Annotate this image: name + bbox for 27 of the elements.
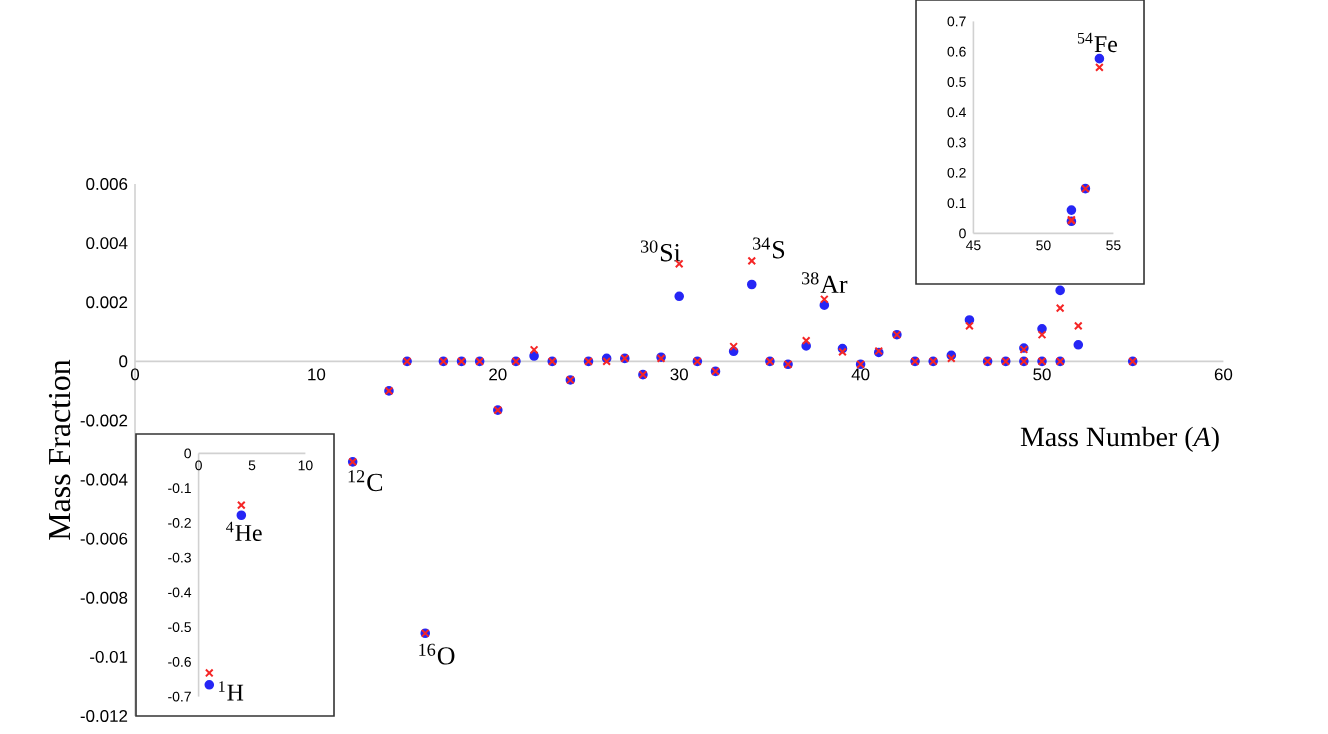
- x-tick-label: 40: [851, 368, 870, 381]
- annotation: $^{4}$He: [226, 521, 262, 542]
- annotation: $^{1}$H: [219, 681, 244, 701]
- y-tick-label: 0.006: [86, 178, 128, 190]
- annotation: $^{38}$Ar: [801, 272, 848, 293]
- x-tick-label: 10: [308, 368, 326, 381]
- annotation: $^{12}$C: [348, 470, 383, 492]
- y-tick-label: -0.012: [80, 710, 128, 722]
- x-tick-label: 60: [1214, 368, 1233, 381]
- y-tick-label: 0: [119, 355, 128, 368]
- y-tick-label: 0.002: [86, 296, 128, 309]
- y-tick-label: -0.008: [80, 591, 128, 604]
- annotation: $^{54}$Fe: [1077, 32, 1117, 53]
- y-tick-label: -0.002: [80, 414, 128, 427]
- x-tick-label: 20: [489, 368, 507, 381]
- annotation: $^{16}$O: [419, 643, 455, 665]
- y-tick-label: -0.004: [80, 473, 128, 486]
- y-tick-label: 0.004: [86, 237, 128, 250]
- y-tick-label: -0.006: [80, 532, 128, 545]
- x-tick-label: 30: [670, 368, 688, 381]
- x-axis-title: Mass Number (A): [1020, 426, 1219, 452]
- y-tick-label: -0.01: [90, 650, 128, 663]
- annotation: $^{34}$S: [753, 237, 785, 259]
- y-axis-title: Mass Fraction: [48, 359, 71, 540]
- x-tick-label: 0: [130, 368, 140, 381]
- x-tick-label: 50: [1033, 368, 1051, 381]
- annotation: $^{30}$Si: [640, 240, 681, 262]
